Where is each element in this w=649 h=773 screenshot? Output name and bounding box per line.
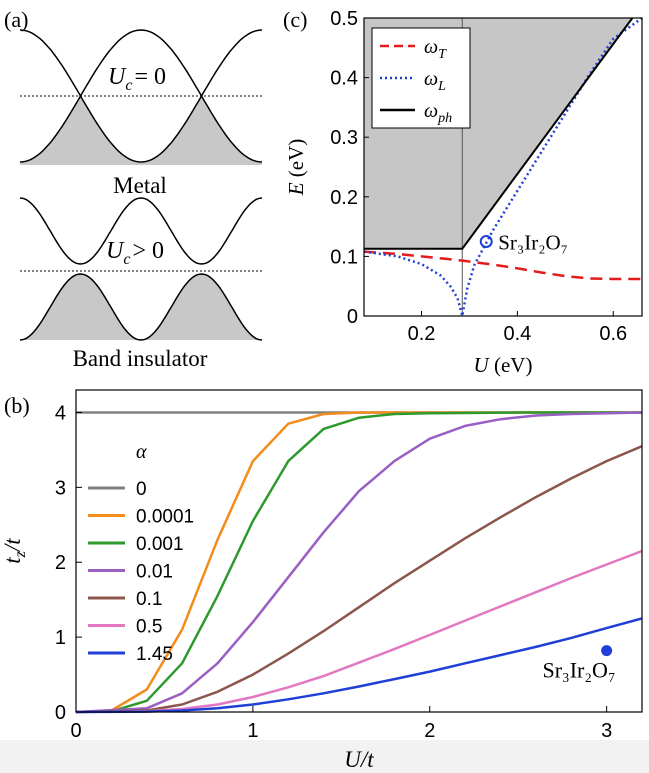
x-tick-label-c: 0.2 [408, 323, 436, 345]
caption-band-insulator: Band insulator [73, 346, 208, 371]
legend-label-b: 0.0001 [136, 507, 194, 528]
panel-a-bottom-diagram: Uc> 0 Band insulator [19, 197, 263, 371]
y-axis-label-b: tz/t [0, 538, 29, 564]
x-tick-label-c: 0.6 [599, 323, 627, 345]
legend-title-b: α [136, 441, 147, 463]
series-line-0.1 [75, 445, 643, 714]
series-line-0.01 [75, 411, 643, 714]
formula-bottom: Uc> 0 [106, 238, 164, 268]
y-tick-label-c: 0.3 [330, 127, 358, 149]
plot-frame-b [75, 389, 643, 713]
band-curve-top-1 [19, 29, 263, 163]
sr3ir2o7-annotation-b: Sr₃Ir₂O₇ [543, 658, 616, 683]
caption-metal: Metal [113, 173, 167, 198]
sr3ir2o7-point-b [601, 645, 613, 657]
sr3ir2o7-point-c [479, 235, 493, 248]
legend-label-b: 0.5 [136, 617, 162, 638]
x-tick-label-b: 2 [424, 720, 435, 742]
x-axis-label-b: U/t [344, 747, 374, 772]
legend-label-c: ωT [424, 36, 447, 62]
legend-label-b: 0.001 [136, 534, 184, 555]
y-tick-label-b: 1 [55, 627, 66, 649]
series-line-0.0001 [75, 411, 642, 714]
series-line-1.45 [75, 617, 643, 714]
y-axis-label-c: E (eV) [284, 139, 308, 197]
x-tick-label-b: 3 [601, 720, 612, 742]
formula-top: Uc= 0 [108, 64, 166, 94]
chart-c: 0.2 0.4 0.6 0 0.1 0.2 0.3 0.4 0.5 U (eV) E (eV) Sr₃… [284, 8, 643, 377]
legend-box-c [371, 27, 471, 129]
legend-label-c: ωL [424, 68, 446, 94]
band-curve-top-2 [19, 29, 263, 163]
series-line-0.5 [75, 549, 643, 714]
x-tick-label-b: 1 [247, 720, 258, 742]
y-tick-label-b: 2 [55, 552, 66, 574]
x-axis-label-c: U (eV) [474, 353, 533, 377]
legend-label-c: ωph [424, 100, 452, 126]
band-curve-bottom-upper [19, 197, 263, 265]
panel-a-label: (a) [4, 7, 28, 32]
y-tick-label-c: 0.4 [330, 68, 358, 90]
legend-label-b: 1.45 [136, 644, 173, 665]
band-curve-bottom-lower [19, 273, 263, 341]
y-tick-label-c: 0.5 [330, 8, 358, 30]
y-tick-label-c: 0.1 [330, 246, 358, 268]
legend-label-b: 0.01 [136, 562, 173, 583]
y-tick-label-b: 4 [55, 402, 66, 424]
filled-band-bottom [20, 274, 262, 340]
panel-c-label: (c) [283, 7, 307, 32]
plot-frame-c [363, 17, 643, 317]
x-tick-label-c: 0.4 [503, 323, 531, 345]
series-line-0.001 [75, 411, 642, 714]
sr3ir2o7-annotation-c: Sr₃Ir₂O₇ [498, 231, 568, 255]
bottom-strip [0, 740, 649, 773]
legend-c: ωT ωL ωph [371, 27, 471, 129]
panel-b-label: (b) [4, 393, 30, 418]
y-tick-label-c: 0 [347, 306, 358, 328]
x-tick-label-b: 0 [70, 720, 81, 742]
y-tick-label-b: 0 [55, 702, 66, 724]
filled-band-top [20, 96, 262, 165]
chart-b: 0 1 2 3 0 1 2 3 4 U/t tz/t α 0 0.0001 0.001 0.01 0.1 0.5 1… [0, 389, 649, 773]
legend-label-b: 0 [136, 479, 147, 500]
y-tick-label-b: 3 [55, 477, 66, 499]
series-line-solid [364, 17, 634, 250]
series-line-dashed [363, 250, 642, 281]
y-tick-label-c: 0.2 [330, 187, 358, 209]
panel-a-top-diagram: Uc= 0 Metal [19, 29, 263, 198]
legend-b: α 0 0.0001 0.001 0.01 0.1 0.5 1.45 [88, 441, 194, 665]
legend-label-b: 0.1 [136, 589, 162, 610]
